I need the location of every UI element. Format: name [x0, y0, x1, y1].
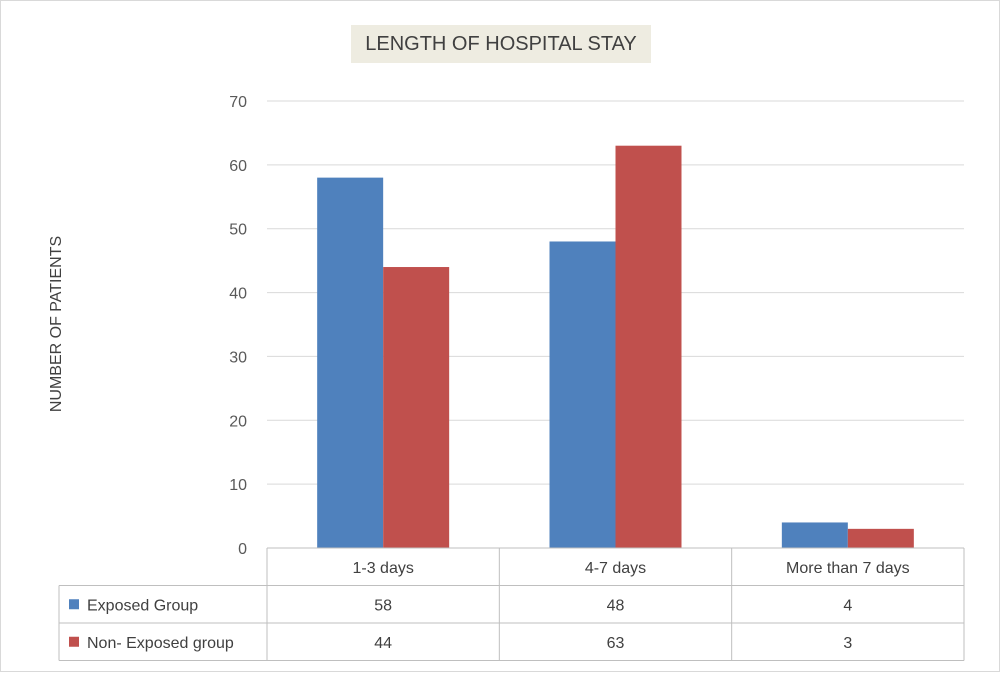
y-tick-label: 0	[238, 541, 247, 558]
data-table-value: 48	[607, 597, 625, 614]
bar	[847, 528, 914, 548]
y-tick-label: 50	[229, 222, 247, 239]
y-tick-label: 70	[229, 94, 247, 111]
y-tick-label: 10	[229, 477, 247, 494]
data-table-value: 4	[843, 597, 852, 614]
y-tick-label: 60	[229, 158, 247, 175]
x-category-label: More than 7 days	[786, 560, 910, 577]
data-table-value: 58	[374, 597, 392, 614]
y-tick-label: 20	[229, 413, 247, 430]
y-tick-label: 30	[229, 349, 247, 366]
data-table-value: 44	[374, 635, 392, 652]
bar	[383, 267, 450, 548]
chart-title: LENGTH OF HOSPITAL STAY	[351, 25, 651, 63]
legend-label: Exposed Group	[87, 597, 198, 614]
x-category-label: 1-3 days	[352, 560, 413, 577]
data-table-value: 3	[843, 635, 852, 652]
x-category-label: 4-7 days	[585, 560, 646, 577]
legend-swatch	[69, 636, 79, 647]
bar	[615, 145, 682, 548]
legend-swatch	[69, 599, 79, 610]
bar	[317, 177, 384, 548]
y-tick-label: 40	[229, 286, 247, 303]
legend-label: Non- Exposed group	[87, 635, 234, 652]
bar	[549, 241, 616, 548]
bar	[781, 522, 848, 548]
data-table-value: 63	[607, 635, 625, 652]
